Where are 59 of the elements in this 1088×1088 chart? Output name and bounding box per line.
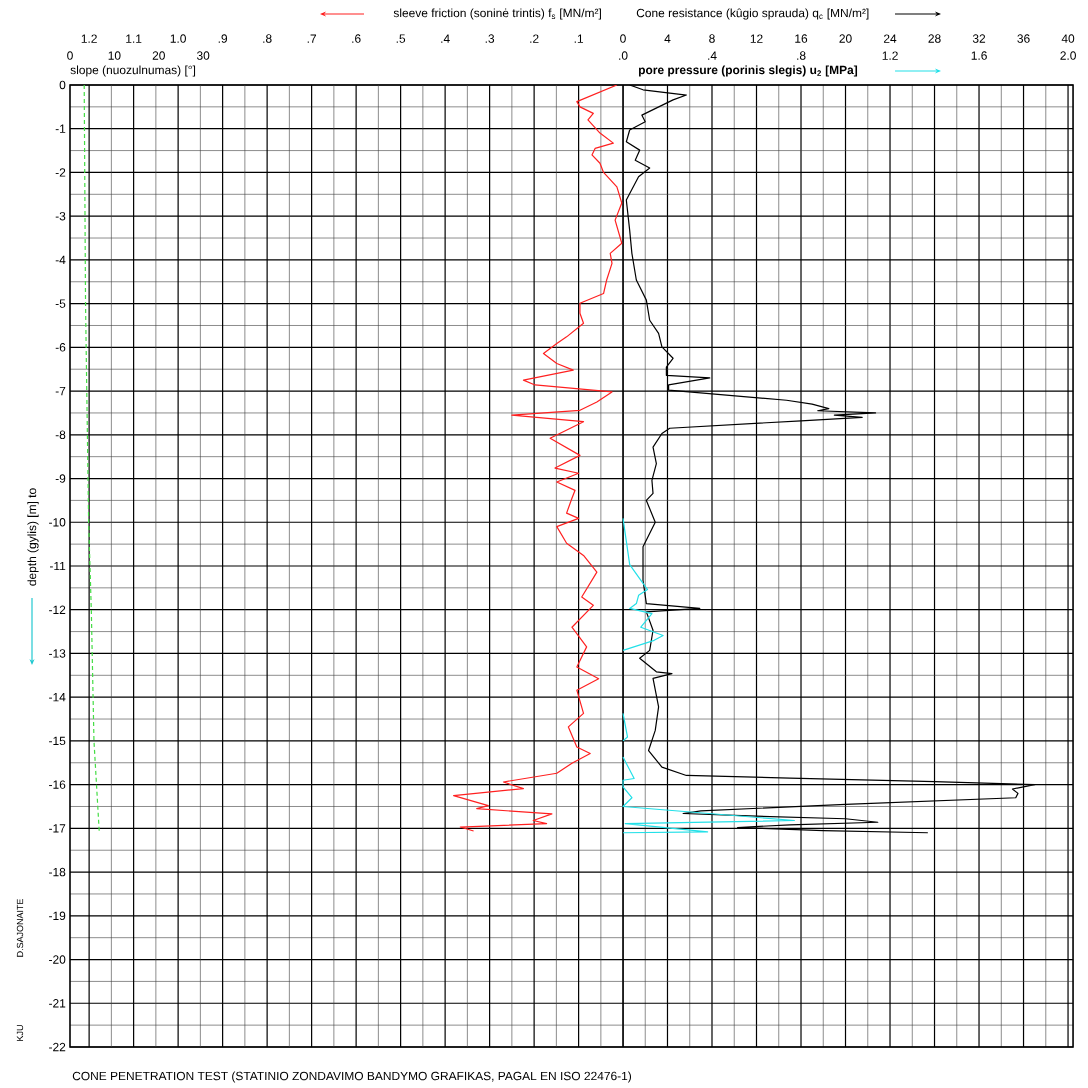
y-tick-label: -3 xyxy=(55,211,66,221)
y-tick-label: -8 xyxy=(55,430,66,440)
y-tick-label: -16 xyxy=(49,780,66,789)
y-tick-label: -7 xyxy=(55,386,66,396)
x-tick-label: 8 xyxy=(709,34,715,43)
x-tick-label: 0 xyxy=(620,34,626,43)
y-tick-label: -17 xyxy=(49,824,66,833)
x2-tick-label: 1.1 xyxy=(126,34,142,43)
x-tick-label: 12 xyxy=(750,34,763,43)
x-tick-label: 16 xyxy=(795,34,808,43)
x-axis-title: pore pressure (porinis slegis) u$_{2}$ [MPa] xyxy=(638,65,858,77)
x-tick-label: .4 xyxy=(708,51,717,60)
y-tick-label: -21 xyxy=(49,999,66,1008)
y-tick-label: -19 xyxy=(49,911,66,921)
y-tick-label: -11 xyxy=(49,561,66,571)
text: CONE PENETRATION TEST (STATINIO ZONDAVIMO BANDYMO GRAFIKAS, PAGAL EN ISO 22476-1) xyxy=(72,1071,632,1083)
y-tick-label: -13 xyxy=(49,649,66,658)
x2-tick-label: .1 xyxy=(574,34,584,43)
x2-tick-label: .3 xyxy=(485,34,495,43)
x2-tick-label: 10 xyxy=(108,51,121,60)
y-tick-label: -22 xyxy=(49,1042,66,1052)
y-tick-label: 0 xyxy=(59,80,66,90)
x2-tick-label: .2 xyxy=(530,34,539,43)
y-tick-label: -14 xyxy=(49,693,66,702)
text: D.SAJONAITE xyxy=(16,898,24,957)
y-tick-label: -10 xyxy=(49,518,66,527)
y-tick-label: -6 xyxy=(55,343,66,352)
x2-tick-label: .7 xyxy=(307,34,317,43)
y-tick-label: -1 xyxy=(55,124,66,133)
x-tick-label: 32 xyxy=(972,34,986,43)
x2-tick-label: 1.0 xyxy=(170,34,186,43)
x-tick-label: 1.6 xyxy=(971,51,987,60)
x-tick-label: 40 xyxy=(1061,34,1075,43)
x2-axis-title: slope (nuozulnumas) [°] xyxy=(70,65,196,77)
text: KJU xyxy=(16,1025,24,1041)
x-tick-label: 36 xyxy=(1017,34,1030,43)
x-tick-label: 4 xyxy=(664,34,671,43)
x-tick-label: 1.2 xyxy=(882,51,898,60)
x2-tick-label: 30 xyxy=(196,51,210,60)
x2-axis-title: sleeve friction (soninė trintis) f$_{s}$ [MN/m²] xyxy=(393,8,601,20)
x2-tick-label: .5 xyxy=(396,34,406,43)
x-tick-label: 20 xyxy=(839,34,852,43)
y-tick-label: -20 xyxy=(49,955,66,964)
y-tick-label: -15 xyxy=(49,736,66,746)
x-tick-label: .8 xyxy=(797,51,806,60)
y-tick-label: -2 xyxy=(55,168,66,177)
x2-tick-label: .9 xyxy=(218,34,228,43)
x-axis-title: Cone resistance (kûgio sprauda) q$_{c}$ [MN/m²] xyxy=(636,8,869,20)
y-tick-label: -4 xyxy=(55,255,66,265)
x-tick-label: .0 xyxy=(619,51,628,60)
x-tick-label: 24 xyxy=(883,34,897,43)
y-tick-label: -5 xyxy=(55,299,66,308)
y-axis-title: depth (gylis) [m] to xyxy=(27,488,39,586)
y-tick-label: -9 xyxy=(55,474,66,483)
y-tick-label: -12 xyxy=(49,605,66,614)
x-tick-label: 2.0 xyxy=(1060,51,1076,60)
x2-tick-label: .6 xyxy=(352,34,361,43)
y-tick-label: -18 xyxy=(49,867,66,877)
x-tick-label: 28 xyxy=(928,34,941,43)
